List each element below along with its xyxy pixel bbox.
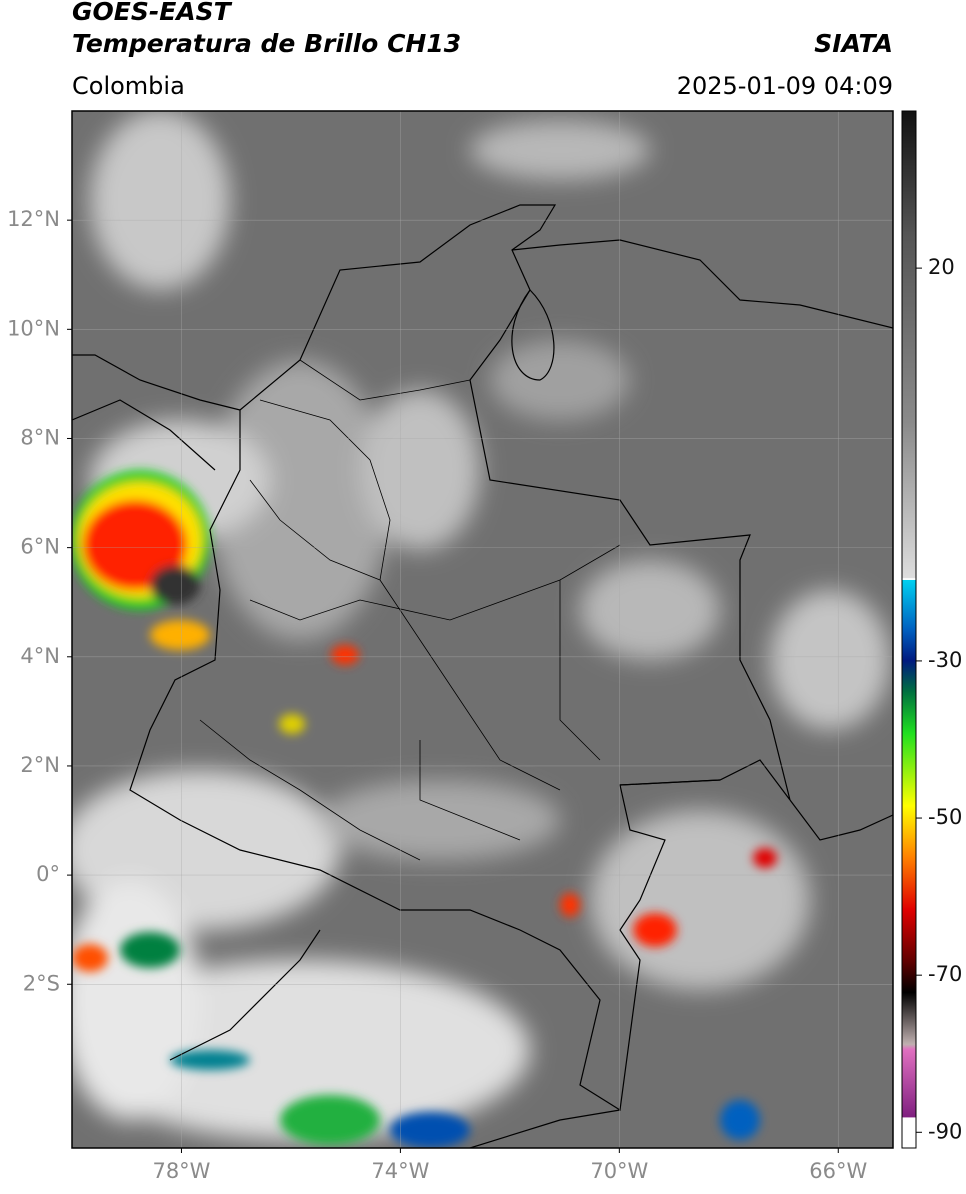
x-tick-label: 74°W: [371, 1159, 429, 1183]
colorbar: [901, 110, 917, 1149]
product: Temperatura de Brillo CH13: [72, 29, 461, 58]
y-tick-label: 10°N: [7, 316, 60, 340]
satellite: GOES-EAST: [72, 0, 233, 26]
y-tick-label: 4°N: [20, 644, 60, 668]
satellite-image: [72, 111, 893, 1148]
x-tick-label: 70°W: [590, 1159, 648, 1183]
x-tick-label: 78°W: [152, 1159, 210, 1183]
y-tick-label: 2°S: [23, 971, 60, 995]
map-frame: [71, 110, 894, 1149]
datetime: 2025-01-09 04:09: [677, 72, 893, 100]
y-tick-label: 0°: [36, 862, 60, 886]
colorbar-label: -70: [928, 962, 962, 986]
colorbar-label: 20: [928, 255, 955, 279]
region: Colombia: [72, 72, 185, 100]
y-tick-label: 8°N: [20, 425, 60, 449]
y-tick-label: 6°N: [20, 535, 60, 559]
source: SIATA: [814, 29, 893, 58]
y-tick-label: 12°N: [7, 207, 60, 231]
colorbar-label: -90: [928, 1119, 962, 1143]
y-tick-label: 2°N: [20, 753, 60, 777]
x-tick-label: 66°W: [809, 1159, 867, 1183]
colorbar-label: -50: [928, 805, 962, 829]
colorbar-label: -30: [928, 648, 962, 672]
